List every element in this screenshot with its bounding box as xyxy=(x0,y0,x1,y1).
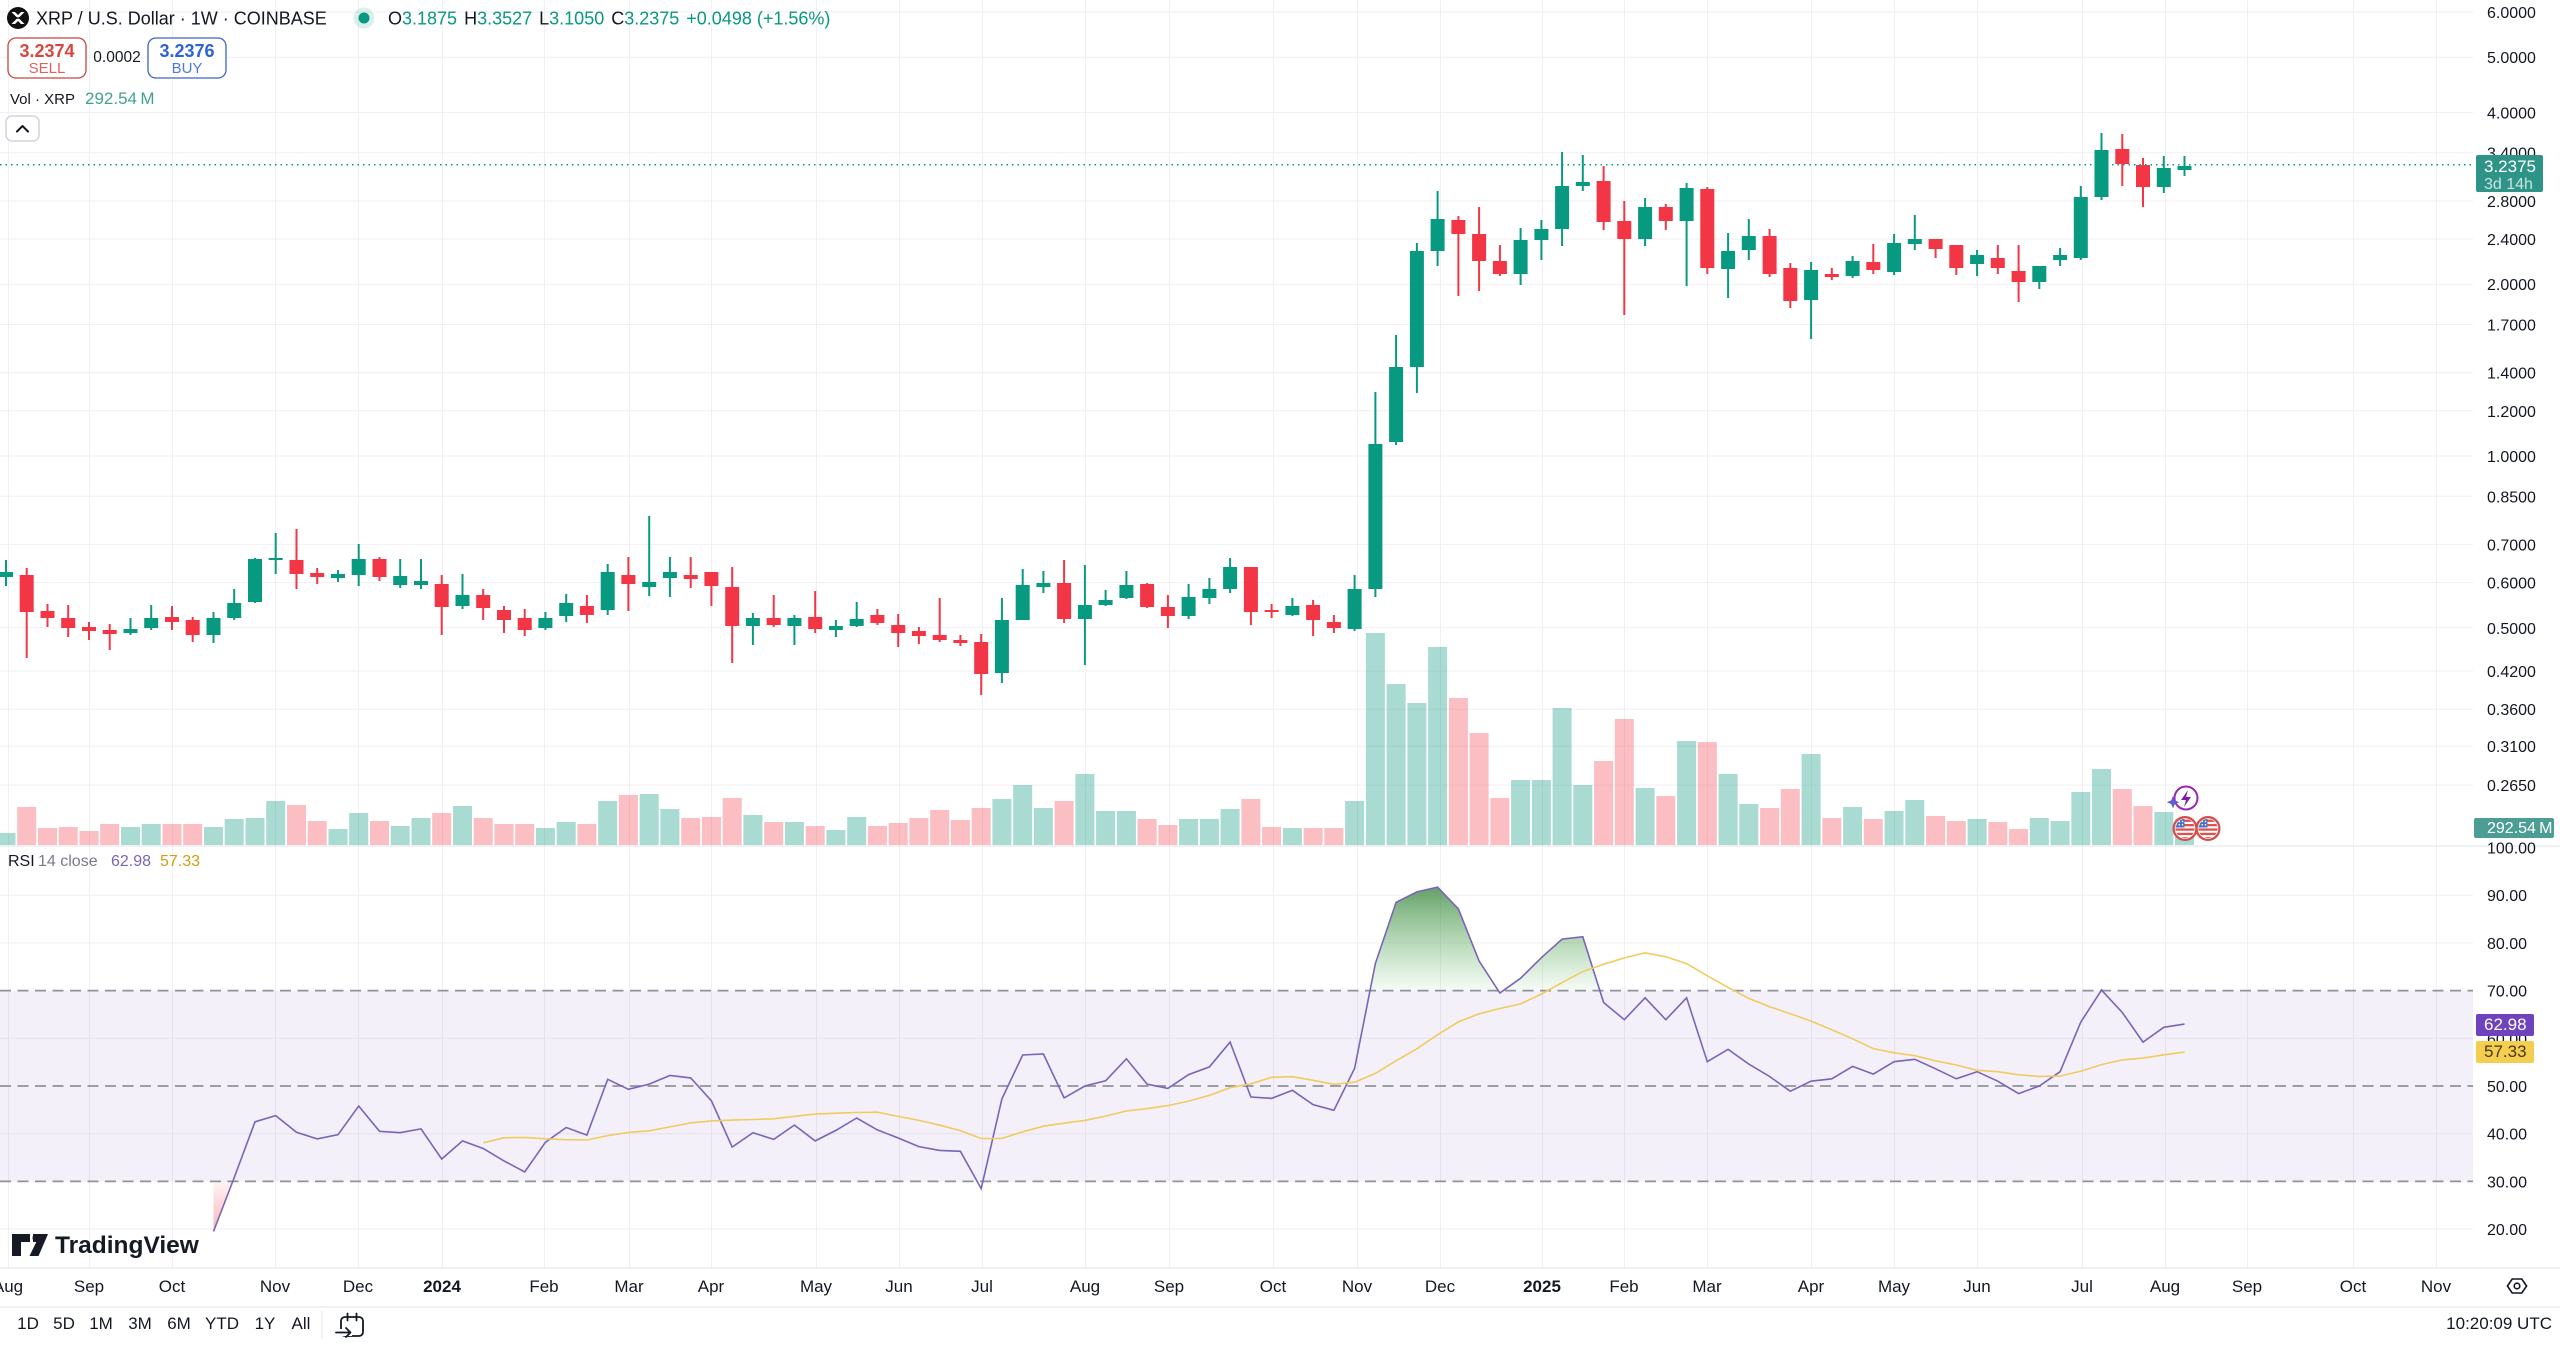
svg-text:2025: 2025 xyxy=(1523,1277,1561,1296)
svg-text:80.00: 80.00 xyxy=(2487,936,2527,953)
svg-text:Vol · XRP: Vol · XRP xyxy=(10,91,75,108)
svg-text:40.00: 40.00 xyxy=(2487,1127,2527,1144)
svg-text:Oct: Oct xyxy=(1260,1277,1287,1296)
svg-text:2024: 2024 xyxy=(423,1277,461,1296)
svg-text:70.00: 70.00 xyxy=(2487,984,2527,1001)
svg-text:Dec: Dec xyxy=(343,1277,374,1296)
svg-text:1.7000: 1.7000 xyxy=(2487,318,2536,335)
svg-text:10:20:09 UTC: 10:20:09 UTC xyxy=(2446,1314,2552,1333)
svg-text:1D: 1D xyxy=(17,1314,39,1333)
svg-text:57.33: 57.33 xyxy=(2484,1042,2527,1061)
svg-text:14 close: 14 close xyxy=(38,853,98,870)
svg-text:Apr: Apr xyxy=(1798,1277,1825,1296)
svg-text:May: May xyxy=(800,1277,833,1296)
svg-text:Oct: Oct xyxy=(2340,1277,2367,1296)
svg-text:5.0000: 5.0000 xyxy=(2487,50,2536,67)
svg-text:YTD: YTD xyxy=(205,1314,239,1333)
svg-text:2.8000: 2.8000 xyxy=(2487,194,2536,211)
svg-text:2.4000: 2.4000 xyxy=(2487,232,2536,249)
svg-text:Sep: Sep xyxy=(2232,1277,2262,1296)
svg-text:20.00: 20.00 xyxy=(2487,1222,2527,1239)
svg-text:6M: 6M xyxy=(167,1314,191,1333)
svg-text:0.5000: 0.5000 xyxy=(2487,621,2536,638)
svg-text:Jun: Jun xyxy=(1963,1277,1990,1296)
svg-text:3d 14h: 3d 14h xyxy=(2484,176,2533,193)
svg-text:Jul: Jul xyxy=(2071,1277,2093,1296)
svg-text:0.8500: 0.8500 xyxy=(2487,489,2536,506)
svg-text:1Y: 1Y xyxy=(255,1314,276,1333)
svg-text:TradingView: TradingView xyxy=(55,1232,200,1259)
svg-text:Aug: Aug xyxy=(1070,1277,1100,1296)
svg-text:SELL: SELL xyxy=(29,60,66,77)
svg-text:90.00: 90.00 xyxy=(2487,888,2527,905)
svg-text:Oct: Oct xyxy=(159,1277,186,1296)
svg-text:Feb: Feb xyxy=(529,1277,558,1296)
svg-text:57.33: 57.33 xyxy=(160,853,200,870)
svg-text:RSI: RSI xyxy=(8,853,35,870)
svg-text:1.0000: 1.0000 xyxy=(2487,449,2536,466)
svg-text:0.4200: 0.4200 xyxy=(2487,664,2536,681)
svg-text:292.54 M: 292.54 M xyxy=(2487,820,2552,837)
svg-text:0.6000: 0.6000 xyxy=(2487,576,2536,593)
svg-text:62.98: 62.98 xyxy=(2484,1015,2527,1034)
svg-text:62.98: 62.98 xyxy=(111,853,151,870)
svg-text:0.2650: 0.2650 xyxy=(2487,778,2536,795)
svg-text:Nov: Nov xyxy=(1342,1277,1373,1296)
svg-text:Jul: Jul xyxy=(971,1277,993,1296)
svg-text:1M: 1M xyxy=(89,1314,113,1333)
svg-text:3.2374: 3.2374 xyxy=(19,41,74,61)
svg-text:1.2000: 1.2000 xyxy=(2487,404,2536,421)
svg-text:30.00: 30.00 xyxy=(2487,1174,2527,1191)
svg-text:Sep: Sep xyxy=(74,1277,104,1296)
svg-text:4.0000: 4.0000 xyxy=(2487,106,2536,123)
svg-text:BUY: BUY xyxy=(172,60,203,77)
svg-text:0.0002: 0.0002 xyxy=(93,49,140,66)
svg-text:All: All xyxy=(292,1314,311,1333)
svg-text:Mar: Mar xyxy=(1692,1277,1722,1296)
svg-text:2.0000: 2.0000 xyxy=(2487,277,2536,294)
svg-text:Aug: Aug xyxy=(0,1277,23,1296)
svg-text:Sep: Sep xyxy=(1154,1277,1184,1296)
svg-text:292.54 M: 292.54 M xyxy=(85,89,155,108)
svg-text:Mar: Mar xyxy=(614,1277,644,1296)
svg-text:3M: 3M xyxy=(128,1314,152,1333)
svg-text:100.00: 100.00 xyxy=(2487,841,2536,858)
svg-text:1.4000: 1.4000 xyxy=(2487,366,2536,383)
svg-text:0.3600: 0.3600 xyxy=(2487,702,2536,719)
svg-text:6.0000: 6.0000 xyxy=(2487,5,2536,22)
svg-text:Aug: Aug xyxy=(2150,1277,2180,1296)
svg-text:3.2376: 3.2376 xyxy=(159,41,214,61)
svg-text:XRP / U.S. Dollar · 1W · COINB: XRP / U.S. Dollar · 1W · COINBASE xyxy=(36,9,327,29)
svg-text:Apr: Apr xyxy=(698,1277,725,1296)
svg-text:50.00: 50.00 xyxy=(2487,1079,2527,1096)
svg-text:0.7000: 0.7000 xyxy=(2487,537,2536,554)
svg-text:3.2375: 3.2375 xyxy=(2484,157,2536,176)
svg-text:May: May xyxy=(1878,1277,1911,1296)
svg-text:Nov: Nov xyxy=(260,1277,291,1296)
svg-text:Dec: Dec xyxy=(1425,1277,1456,1296)
svg-text:Feb: Feb xyxy=(1609,1277,1638,1296)
svg-text:Jun: Jun xyxy=(885,1277,912,1296)
svg-text:5D: 5D xyxy=(53,1314,75,1333)
svg-text:0.3100: 0.3100 xyxy=(2487,739,2536,756)
svg-text:Nov: Nov xyxy=(2421,1277,2452,1296)
